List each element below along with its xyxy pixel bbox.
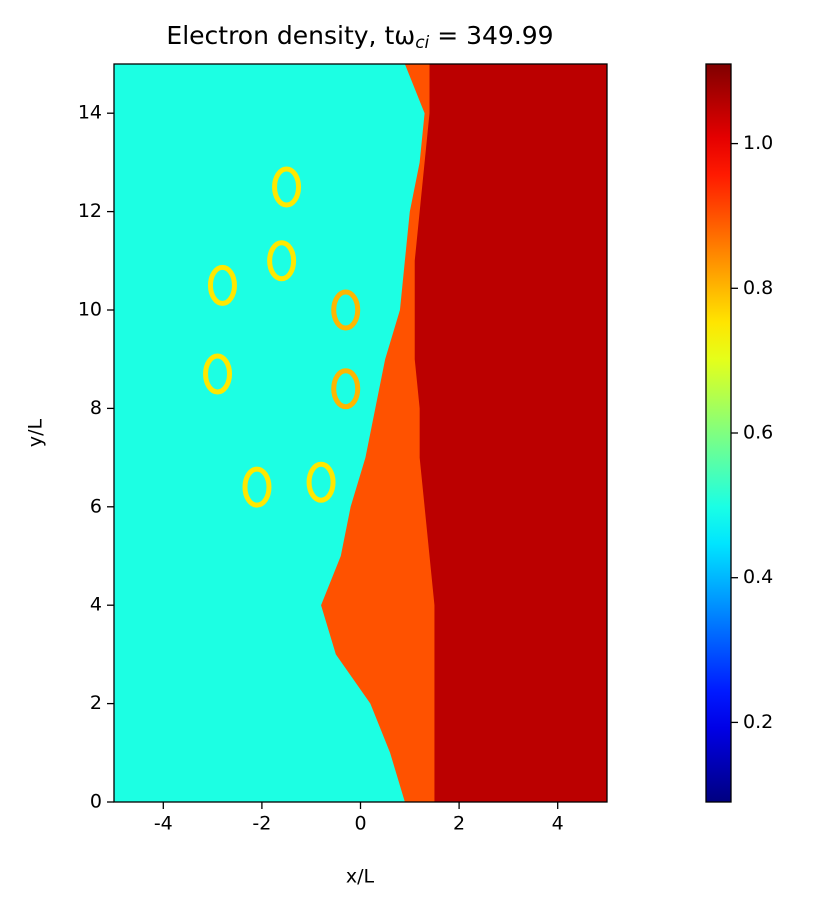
y-tick-label: 10 bbox=[78, 299, 102, 321]
density-blob bbox=[331, 368, 361, 410]
x-tick-label: -4 bbox=[154, 813, 173, 835]
heatmap bbox=[114, 64, 607, 802]
colorbar-tick-label: 0.4 bbox=[743, 566, 773, 588]
y-tick-label: 2 bbox=[90, 692, 102, 714]
colorbar-tick-label: 0.2 bbox=[743, 711, 773, 733]
density-blob bbox=[306, 461, 336, 503]
density-blob bbox=[267, 240, 297, 282]
x-tick-label: 4 bbox=[552, 813, 564, 835]
density-blob bbox=[203, 353, 233, 395]
colorbar-tick-label: 1.0 bbox=[743, 132, 773, 154]
chart-title: Electron density, tωci = 349.99 bbox=[166, 21, 553, 53]
y-tick-label: 6 bbox=[90, 495, 102, 517]
y-axis-label: y/L bbox=[25, 418, 47, 447]
y-tick-label: 8 bbox=[90, 397, 102, 419]
y-tick-label: 4 bbox=[90, 594, 102, 616]
x-tick-label: 2 bbox=[453, 813, 465, 835]
colorbar-tick-label: 0.8 bbox=[743, 277, 773, 299]
density-blob bbox=[242, 466, 272, 508]
x-tick-label: -2 bbox=[252, 813, 271, 835]
density-blob bbox=[207, 264, 237, 306]
density-blob bbox=[331, 289, 361, 331]
colorbar-tick-label: 0.6 bbox=[743, 422, 773, 444]
x-axis-label: x/L bbox=[346, 866, 375, 888]
colorbar bbox=[705, 63, 732, 803]
y-tick-label: 12 bbox=[78, 200, 102, 222]
density-region bbox=[414, 64, 607, 802]
density-blob bbox=[272, 166, 302, 208]
y-tick-label: 14 bbox=[78, 102, 102, 124]
x-tick-label: 0 bbox=[354, 813, 366, 835]
y-tick-label: 0 bbox=[90, 791, 102, 813]
